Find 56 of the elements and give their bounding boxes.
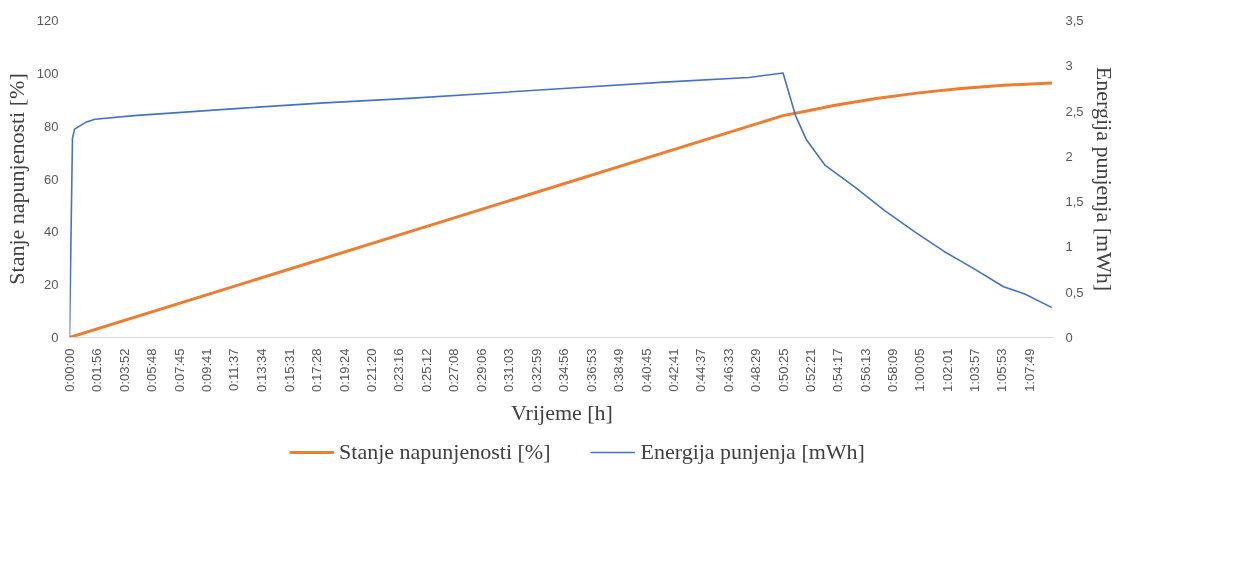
x-tick-label: 0:07:45 bbox=[171, 348, 187, 392]
x-tick-label: 0:03:52 bbox=[116, 348, 132, 392]
y-tick-label: 0 bbox=[51, 330, 59, 345]
x-tick-label: 0:23:16 bbox=[391, 348, 407, 392]
x-tick-label: 0:38:49 bbox=[611, 348, 627, 392]
x-tick-label: 0:52:21 bbox=[802, 348, 818, 392]
x-tick-label: 0:34:56 bbox=[556, 348, 572, 392]
legend-label: Stanje napunjenosti [%] bbox=[339, 439, 551, 465]
x-tick-label: 0:05:48 bbox=[144, 348, 160, 392]
x-tick-label: 0:46:33 bbox=[720, 348, 736, 392]
x-tick-label: 0:32:59 bbox=[528, 348, 544, 392]
y-tick-label: 80 bbox=[44, 118, 59, 134]
x-tick-label: 0:15:31 bbox=[281, 348, 297, 392]
y2-tick-label: 3,5 bbox=[1065, 13, 1084, 28]
x-tick-label: 0:27:08 bbox=[445, 348, 461, 392]
x-tick-label: 0:31:03 bbox=[501, 348, 517, 392]
y2-tick-label: 1 bbox=[1065, 239, 1073, 255]
x-tick-label: 0:09:41 bbox=[199, 348, 215, 392]
y2-tick-label: 1,5 bbox=[1065, 194, 1084, 210]
y2-tick-label: 2 bbox=[1065, 148, 1073, 164]
y2-tick-label: 3 bbox=[1065, 58, 1073, 74]
x-tick-label: 0:29:06 bbox=[473, 348, 489, 392]
y-axis-title: Stanje napunjenosti [%] bbox=[3, 73, 29, 285]
x-tick-label: 0:50:25 bbox=[775, 348, 791, 392]
x-tick-label: 0:44:37 bbox=[693, 348, 709, 392]
x-tick-label: 0:48:29 bbox=[748, 348, 764, 392]
x-tick-label: 0:17:28 bbox=[309, 348, 325, 392]
x-tick-label: 0:42:41 bbox=[666, 348, 682, 392]
x-axis-title: Vrijeme [h] bbox=[511, 399, 613, 425]
x-tick-label: 0:58:09 bbox=[884, 348, 900, 392]
y2-axis-title: Energija punjenja [mWh] bbox=[1091, 66, 1117, 292]
x-tick-label: 1:00:05 bbox=[912, 348, 928, 392]
y2-tick-label: 0,5 bbox=[1065, 284, 1084, 300]
x-tick-label: 1:05:53 bbox=[994, 348, 1010, 392]
x-tick-label: 0:13:34 bbox=[253, 348, 269, 392]
y2-tick-label: 0 bbox=[1065, 330, 1073, 345]
y-tick-label: 60 bbox=[44, 171, 59, 187]
x-tick-label: 0:25:12 bbox=[418, 348, 434, 392]
y2-tick-label: 2,5 bbox=[1065, 103, 1084, 119]
x-tick-label: 1:03:57 bbox=[967, 348, 983, 392]
x-tick-label: 0:19:24 bbox=[336, 348, 352, 392]
x-tick-label: 0:36:53 bbox=[583, 348, 599, 392]
legend-label: Energija punjenja [mWh] bbox=[640, 439, 865, 465]
x-tick-label: 0:21:20 bbox=[363, 348, 379, 392]
x-tick-label: 0:54:17 bbox=[830, 348, 846, 392]
x-tick-label: 0:40:45 bbox=[638, 348, 654, 392]
y-tick-label: 20 bbox=[44, 277, 59, 293]
x-tick-label: 1:07:49 bbox=[1021, 348, 1037, 392]
x-tick-label: 1:02:01 bbox=[939, 348, 955, 392]
x-tick-label: 0:00:00 bbox=[62, 348, 77, 392]
y-tick-label: 100 bbox=[36, 65, 59, 81]
x-tick-label: 0:56:13 bbox=[857, 348, 873, 392]
y-tick-label: 120 bbox=[36, 13, 59, 28]
y-tick-label: 40 bbox=[44, 224, 59, 240]
x-tick-label: 0:11:37 bbox=[226, 348, 242, 391]
x-tick-label: 0:01:56 bbox=[89, 348, 105, 392]
